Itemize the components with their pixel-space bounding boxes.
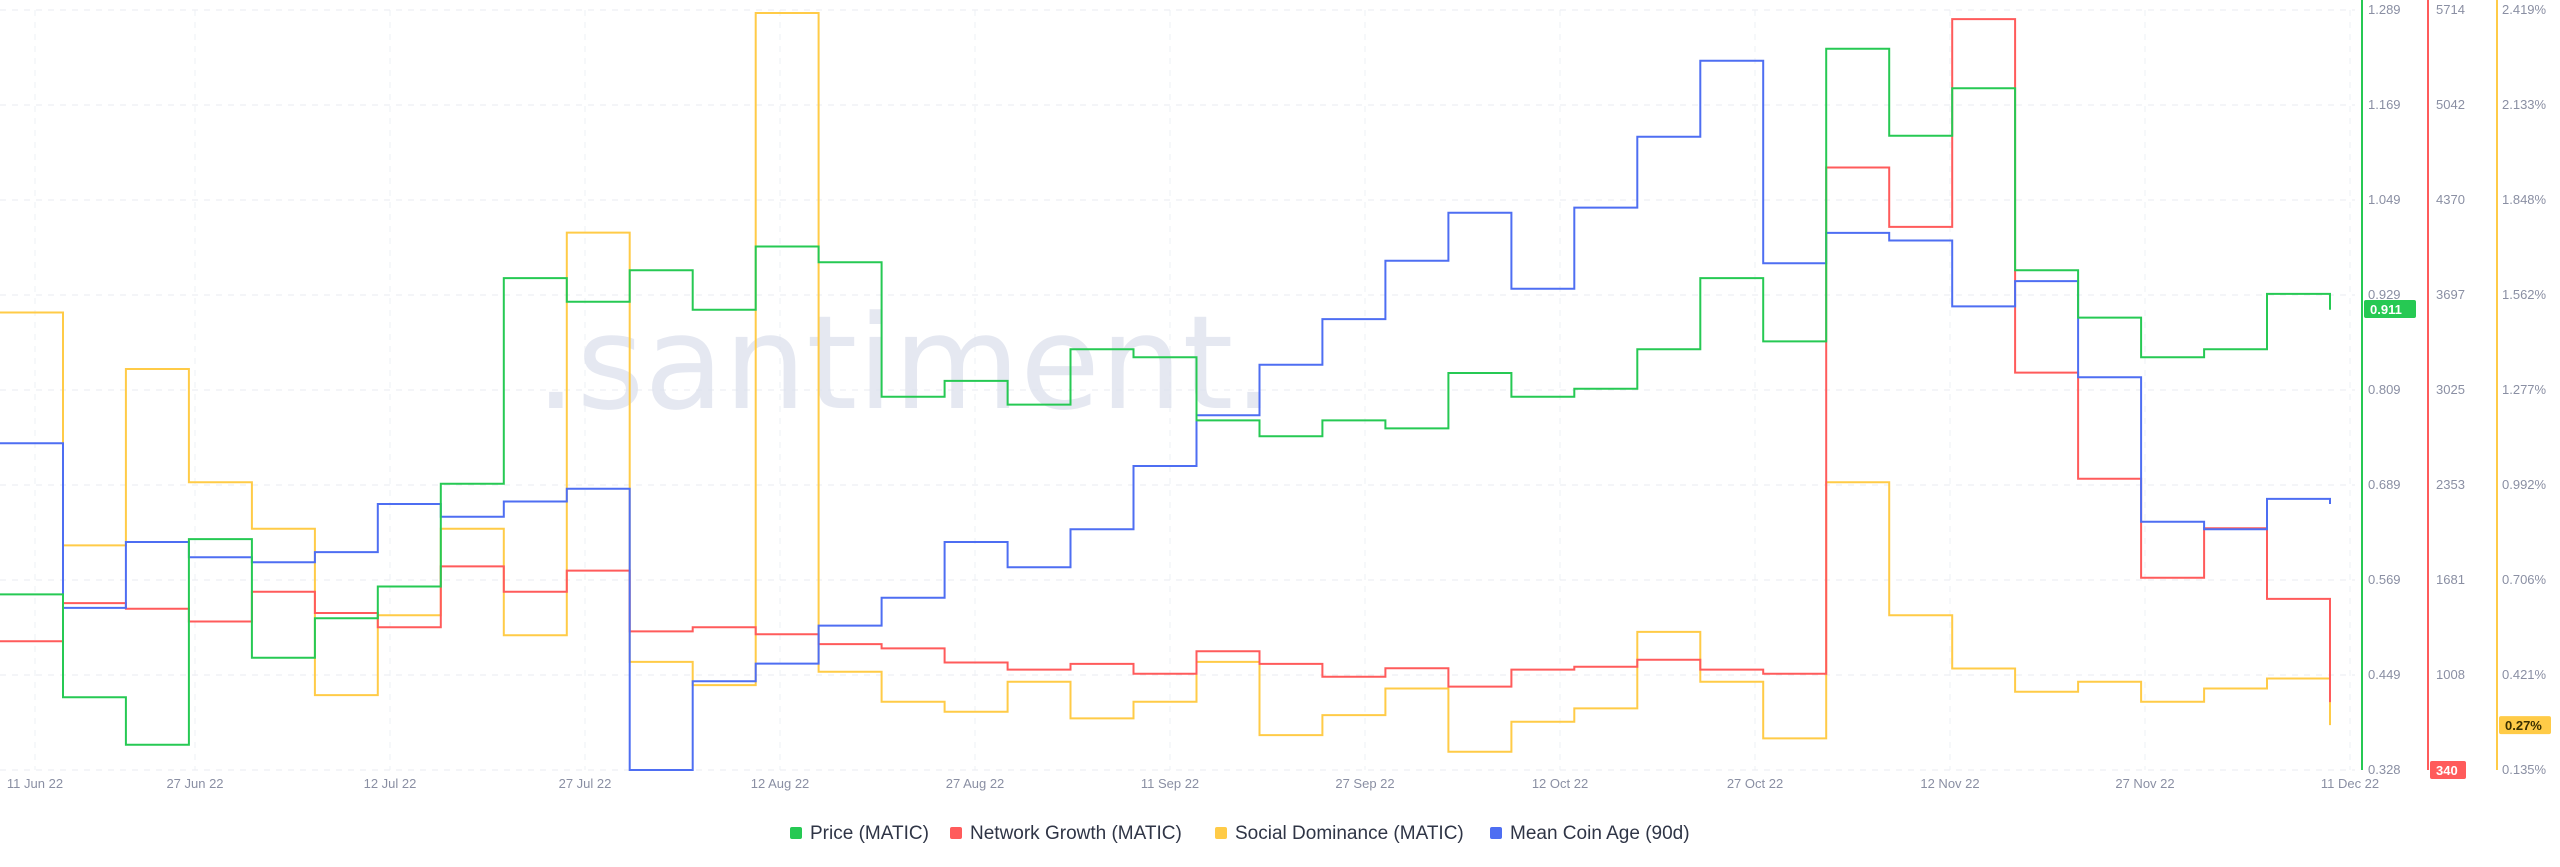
y-tick-label: 0.929 <box>2368 287 2401 302</box>
y-tick-label: 1.562% <box>2502 287 2547 302</box>
y-tick-label: 1.289 <box>2368 2 2401 17</box>
x-tick-label: 27 Nov 22 <box>2115 776 2174 791</box>
legend-swatch <box>1215 827 1227 839</box>
y-tick-label: 2.419% <box>2502 2 2547 17</box>
current-value-text: 0.27% <box>2505 718 2542 733</box>
santiment-watermark: .santiment. <box>535 287 1275 439</box>
legend-swatch <box>1490 827 1502 839</box>
y-tick-label: 0.809 <box>2368 382 2401 397</box>
series-line <box>0 47 2331 746</box>
series-line <box>0 59 2331 771</box>
x-tick-label: 12 Oct 22 <box>1532 776 1588 791</box>
legend-swatch <box>790 827 802 839</box>
y-tick-label: 1.049 <box>2368 192 2401 207</box>
x-tick-label: 27 Oct 22 <box>1727 776 1783 791</box>
current-value-badges: 0.911 340 0.27% <box>2364 299 2551 779</box>
x-tick-label: 11 Sep 22 <box>1141 776 1199 791</box>
legend: Price (MATIC) Network Growth (MATIC) Socia… <box>790 823 1690 844</box>
y-tick-label: 0.421% <box>2502 667 2547 682</box>
legend-label: Network Growth (MATIC) <box>970 823 1182 844</box>
y-tick-label: 0.135% <box>2502 762 2547 777</box>
legend-label: Social Dominance (MATIC) <box>1235 823 1464 844</box>
current-value-badge <box>2430 761 2466 779</box>
y-tick-label: 0.328 <box>2368 762 2401 777</box>
current-value-text: 340 <box>2436 763 2458 778</box>
current-value-badge <box>2499 716 2551 735</box>
x-tick-label: 11 Jun 22 <box>7 776 63 791</box>
y-tick-label: 0.569 <box>2368 572 2401 587</box>
y-tick-label: 1.848% <box>2502 192 2547 207</box>
y-tick-label: 3697 <box>2436 287 2465 302</box>
y-tick-label: 4370 <box>2436 192 2465 207</box>
x-tick-label: 27 Jun 22 <box>166 776 223 791</box>
y-tick-label: 2353 <box>2436 477 2465 492</box>
legend-label: Mean Coin Age (90d) <box>1510 823 1690 844</box>
y-tick-label: 0.689 <box>2368 477 2401 492</box>
y-tick-label: 1.277% <box>2502 382 2547 397</box>
series-lines <box>0 12 2331 771</box>
current-value-badge <box>2364 299 2416 318</box>
y-tick-label: 5042 <box>2436 97 2465 112</box>
current-value-text: 0.911 <box>2370 302 2402 317</box>
grid-lines <box>0 9 2355 771</box>
x-tick-label: 11 Dec 22 <box>2321 776 2379 791</box>
y-tick-label: 5714 <box>2436 2 2465 17</box>
x-tick-label: 27 Aug 22 <box>946 776 1005 791</box>
y-tick-label: 1.169 <box>2368 97 2401 112</box>
legend-swatch <box>950 827 962 839</box>
y-tick-label: 3025 <box>2436 382 2465 397</box>
x-tick-label: 12 Jul 22 <box>364 776 417 791</box>
legend-label: Price (MATIC) <box>810 823 929 844</box>
y-axes: 0.328 0.449 0.569 0.689 0.809 0.929 1.049 1.169… <box>2361 0 2547 777</box>
x-tick-label: 27 Jul 22 <box>559 776 612 791</box>
y-tick-label: 0.992% <box>2502 477 2547 492</box>
x-tick-label: 12 Nov 22 <box>1920 776 1979 791</box>
y-tick-label: 0.449 <box>2368 667 2401 682</box>
y-tick-label: 1681 <box>2436 572 2465 587</box>
x-tick-label: 12 Aug 22 <box>751 776 810 791</box>
series-line <box>0 12 2331 753</box>
y-tick-label: 0.706% <box>2502 572 2547 587</box>
y-tick-label: 2.133% <box>2502 97 2547 112</box>
y-tick-label: 1008 <box>2436 667 2465 682</box>
x-tick-label: 27 Sep 22 <box>1335 776 1394 791</box>
x-axis: 11 Jun 22 27 Jun 22 12 Jul 22 27 Jul 22 12 A… <box>7 776 2379 791</box>
